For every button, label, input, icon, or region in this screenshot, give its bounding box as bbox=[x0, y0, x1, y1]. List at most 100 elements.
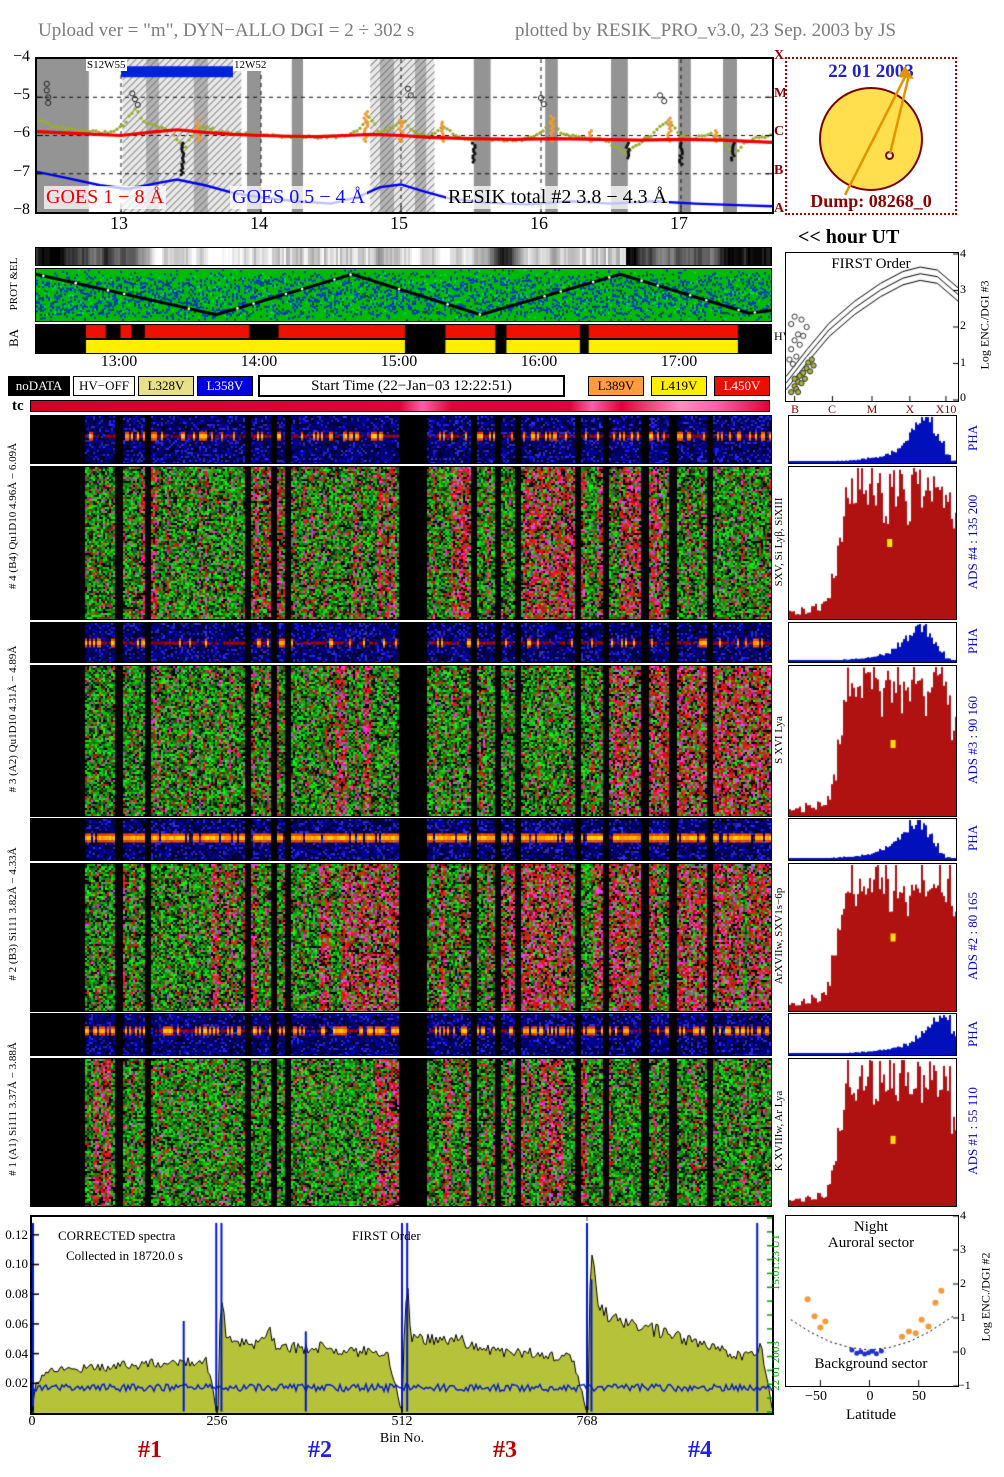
latitude-axis-label: Latitude bbox=[846, 1407, 896, 1423]
time-tick: 15:00 bbox=[380, 353, 418, 370]
legend-label: HV−OFF bbox=[79, 378, 129, 393]
goes-xtick: 17 bbox=[670, 213, 688, 233]
lat-ylabel: Log ENC./DGI #2 bbox=[978, 1252, 993, 1342]
lat-ytick: 4 bbox=[960, 1208, 966, 1222]
electron-spectrogram bbox=[35, 268, 772, 322]
dump-id: Dump: 08268_0 bbox=[810, 191, 932, 211]
spec-xtick: 256 bbox=[206, 1414, 228, 1429]
channel-label-ch2: # 2 (B3) Si111 3.82Å − 4.33Å bbox=[7, 847, 19, 981]
goes-class-m: M bbox=[774, 86, 788, 101]
pha-side-label: PHA bbox=[965, 627, 980, 655]
start-time-box: Start Time (22−Jan−03 12:22:51) bbox=[258, 375, 565, 397]
fo-ytick: 1 bbox=[960, 355, 966, 369]
sun-disk bbox=[819, 87, 923, 191]
bin-no-label: Bin No. bbox=[379, 1431, 425, 1446]
fo-ytick: 0 bbox=[960, 390, 966, 404]
legend-l389v: L389V bbox=[588, 376, 644, 396]
ba-axis-label: BA bbox=[6, 328, 21, 348]
goes-long-label: GOES 1 − 8 Å bbox=[44, 186, 166, 209]
ads-side-label-ch4: ADS #4 : 135 200 bbox=[965, 494, 980, 590]
pha-histogram-ch1 bbox=[788, 1013, 957, 1056]
sun-disk-panel: 22 01 2003 Dump: 08268_0 bbox=[785, 57, 957, 215]
proton-electron-strip bbox=[35, 247, 772, 266]
legend-label: L358V bbox=[206, 378, 244, 393]
ads-histogram-ch2 bbox=[788, 863, 957, 1012]
lat-xtick: 0 bbox=[866, 1389, 874, 1404]
legend-label: noDATA bbox=[15, 378, 63, 393]
time-tick: 14:00 bbox=[240, 353, 278, 370]
goes-xtick: 15 bbox=[390, 213, 408, 233]
lat-title-1: Night bbox=[853, 1219, 889, 1235]
spec-ytick: 0.08 bbox=[5, 1286, 28, 1301]
time-tick: 13:00 bbox=[100, 353, 138, 370]
fo-xtick: M bbox=[866, 402, 878, 416]
spec-ytick: 0.10 bbox=[5, 1256, 28, 1271]
corrected-spectra-plot bbox=[30, 1215, 774, 1415]
goes-xtick: 14 bbox=[250, 213, 268, 233]
spec-ytick: 0.02 bbox=[5, 1375, 28, 1390]
legend-label: L450V bbox=[723, 378, 761, 393]
time-tick: 17:00 bbox=[660, 353, 698, 370]
legend-l358v: L358V bbox=[197, 376, 253, 396]
ads-spectrogram-ch2 bbox=[30, 863, 772, 1012]
channel-tag-4: #4 bbox=[688, 1437, 712, 1463]
ads-side-label-ch2: ADS #2 : 80 165 bbox=[965, 891, 980, 981]
fo-ytick: 2 bbox=[960, 318, 966, 332]
fo-xtick: C bbox=[827, 402, 836, 416]
channel-tag-1: #1 bbox=[138, 1437, 162, 1463]
tc-label: tc bbox=[12, 398, 24, 414]
pha-side-label: PHA bbox=[965, 1020, 980, 1048]
spec-ytick: 0.12 bbox=[5, 1227, 28, 1242]
fo-xtick: B bbox=[790, 402, 799, 416]
goes-class-a: A bbox=[774, 201, 785, 216]
channel-label-ch4: # 4 (B4) Qu1D10 4.96Å − 6.09Å bbox=[7, 442, 19, 590]
legend-nodata: noDATA bbox=[8, 376, 70, 396]
fo-xtick: X10 bbox=[935, 402, 957, 416]
ads-histogram-ch4 bbox=[788, 466, 957, 620]
first-order-title: FIRST Order bbox=[831, 256, 911, 272]
legend-label: L389V bbox=[597, 378, 635, 393]
lat-ytick: 2 bbox=[960, 1276, 966, 1290]
legend-label: L328V bbox=[147, 378, 185, 393]
pha-strip-ch4 bbox=[30, 415, 772, 464]
pha-strip-ch3 bbox=[30, 622, 772, 663]
goes-ytick: −6 bbox=[12, 124, 30, 141]
goes-ytick: −4 bbox=[12, 48, 30, 65]
flare-label-left: S12W55 bbox=[86, 59, 127, 71]
latitude-scatter-plot bbox=[785, 1215, 959, 1387]
ads-histogram-ch3 bbox=[788, 665, 957, 817]
time-tick: 16:00 bbox=[520, 353, 558, 370]
legend-label: L419V bbox=[660, 378, 698, 393]
header-plot-credit: plotted by RESIK_PRO_v3.0, 23 Sep. 2003 … bbox=[515, 20, 897, 41]
goes-class-b: B bbox=[774, 163, 784, 178]
spec-ytick: 0.06 bbox=[5, 1316, 28, 1331]
hv-red-bar bbox=[35, 324, 772, 339]
channel-tag-3: #3 bbox=[493, 1437, 517, 1463]
spec-xtick: 512 bbox=[391, 1414, 413, 1429]
ads-histogram-ch1 bbox=[788, 1058, 957, 1207]
sun-date: 22 01 2003 bbox=[828, 61, 914, 82]
pha-histogram-ch3 bbox=[788, 622, 957, 663]
pha-strip-ch1 bbox=[30, 1013, 772, 1056]
goes-ytick: −7 bbox=[12, 163, 30, 180]
spec-xtick: 768 bbox=[576, 1414, 598, 1429]
fo-ytick: 3 bbox=[960, 282, 966, 296]
spec-ytick: 0.04 bbox=[5, 1346, 28, 1361]
pointer-arrow-icon bbox=[843, 66, 914, 196]
fo-ytick: 4 bbox=[960, 246, 966, 260]
pha-histogram-ch2 bbox=[788, 818, 957, 861]
side-date-label: 22 01 2003 bbox=[770, 1341, 782, 1391]
first-order-plot bbox=[785, 252, 959, 402]
fo-xtick: X bbox=[905, 402, 915, 416]
pha-side-label: PHA bbox=[965, 824, 980, 852]
pha-histogram-ch4 bbox=[788, 415, 957, 464]
ion-label-ch4: SXV, Si Lyβ, SiXIII bbox=[773, 497, 785, 587]
legend-l450v: L450V bbox=[714, 376, 770, 396]
lat-title-2: Auroral sector bbox=[827, 1235, 915, 1251]
pha-side-label: PHA bbox=[965, 424, 980, 452]
goes-ytick: −8 bbox=[12, 201, 30, 218]
resik-total-label: RESIK total #2 3.8 − 4.3 Å bbox=[446, 186, 670, 209]
header-upload-info: Upload ver = "m", DYN−ALLO DGI = 2 ÷ 302… bbox=[38, 20, 415, 41]
flare-label-right: 12W52 bbox=[233, 59, 268, 71]
